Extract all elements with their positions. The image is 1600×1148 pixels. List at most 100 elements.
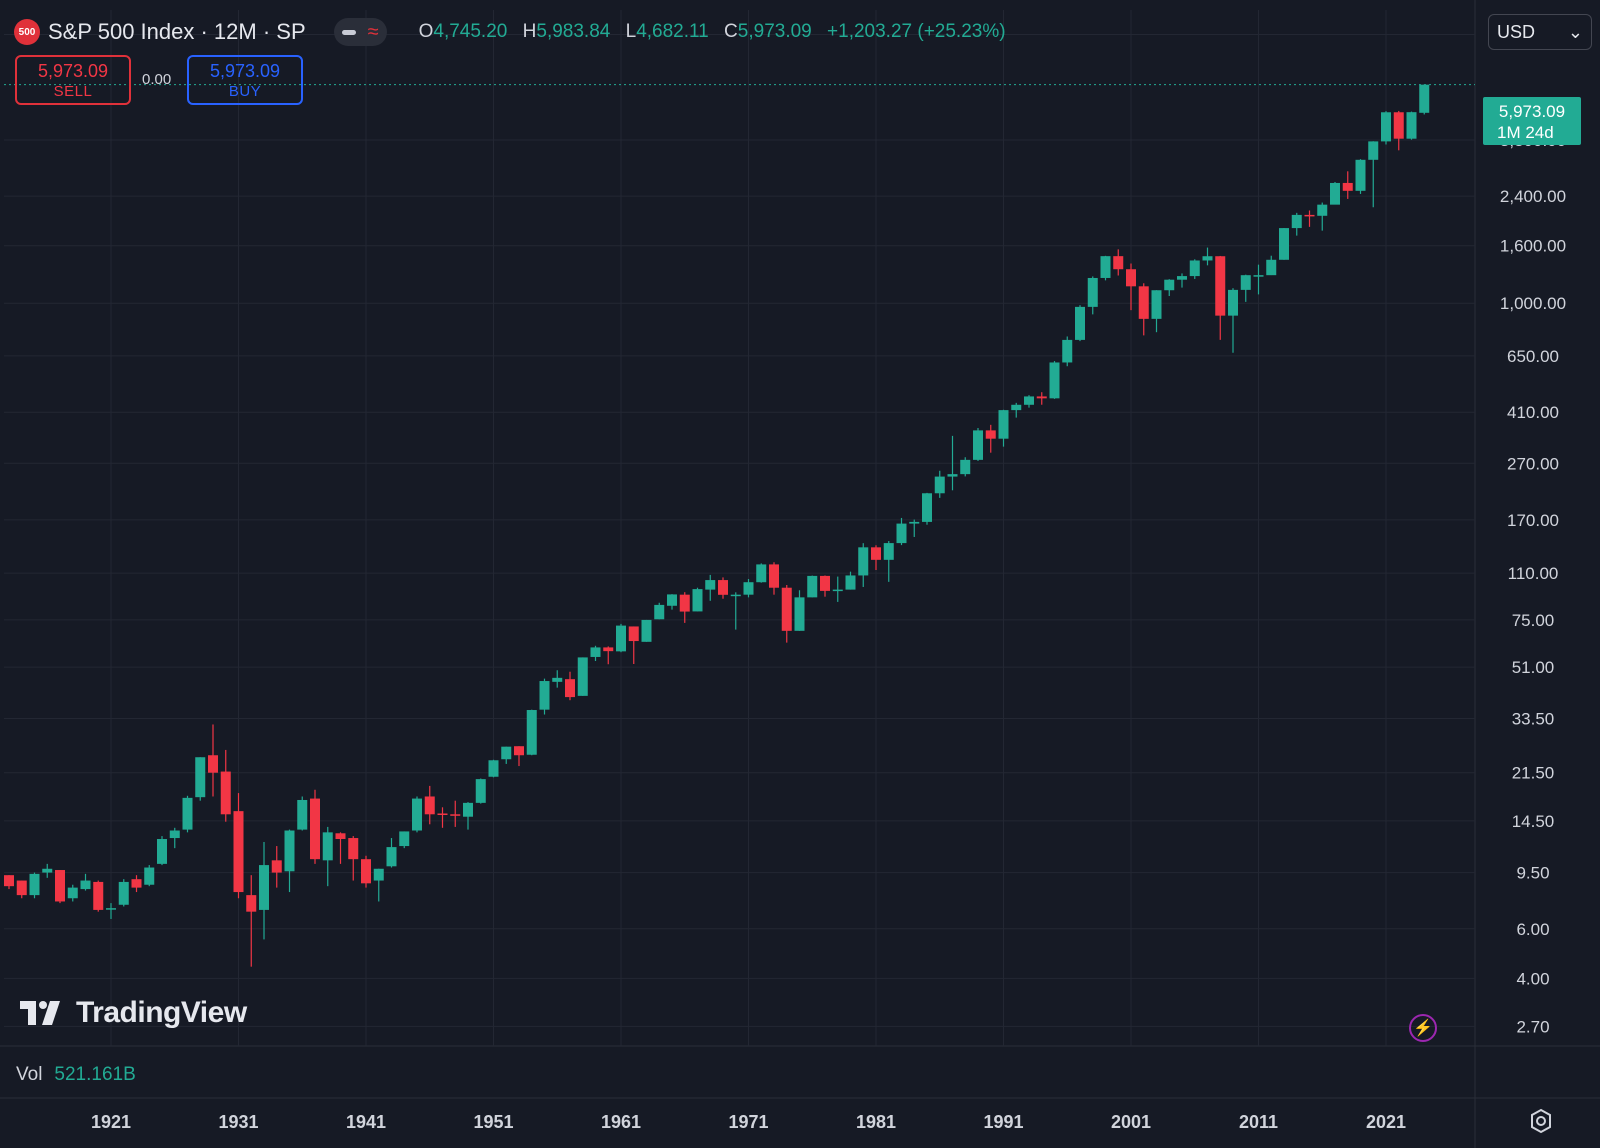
- candle[interactable]: [705, 574, 716, 601]
- candle[interactable]: [131, 875, 142, 893]
- candle[interactable]: [514, 746, 524, 767]
- candle[interactable]: [1215, 255, 1226, 340]
- candle[interactable]: [1138, 283, 1149, 336]
- candle[interactable]: [144, 865, 155, 887]
- candle[interactable]: [590, 645, 601, 662]
- candle[interactable]: [628, 626, 639, 665]
- candle[interactable]: [1075, 305, 1085, 342]
- candle[interactable]: [552, 670, 563, 688]
- candle[interactable]: [1189, 259, 1200, 279]
- lightning-icon[interactable]: ⚡: [1409, 1014, 1437, 1042]
- candle[interactable]: [1381, 111, 1391, 145]
- candle[interactable]: [80, 873, 91, 891]
- time-axis[interactable]: 1921 1931 1941 1951 1961 1971 1981 1991 2001 2011…: [91, 1112, 1406, 1132]
- candle[interactable]: [539, 678, 550, 715]
- candle[interactable]: [373, 868, 384, 902]
- candle[interactable]: [896, 517, 907, 546]
- candle[interactable]: [1126, 263, 1136, 311]
- candle[interactable]: [730, 592, 741, 630]
- candle[interactable]: [1087, 276, 1098, 315]
- candle[interactable]: [603, 646, 614, 665]
- candle[interactable]: [4, 875, 14, 890]
- candle[interactable]: [1062, 336, 1073, 367]
- candle[interactable]: [1151, 290, 1162, 333]
- candle[interactable]: [1393, 110, 1404, 151]
- candle[interactable]: [322, 826, 333, 887]
- candle[interactable]: [526, 709, 537, 756]
- candle[interactable]: [1100, 255, 1111, 281]
- candle[interactable]: [284, 829, 295, 893]
- candle[interactable]: [654, 602, 665, 620]
- candle[interactable]: [1355, 159, 1366, 194]
- candle[interactable]: [616, 623, 626, 653]
- candle[interactable]: [233, 793, 244, 899]
- candle[interactable]: [361, 855, 371, 888]
- candle[interactable]: [1419, 84, 1430, 115]
- price-axis[interactable]: 9,000.003,800.002,400.001,600.001,000.00…: [1500, 26, 1566, 1037]
- candle[interactable]: [679, 592, 690, 623]
- candle[interactable]: [220, 749, 231, 822]
- candle[interactable]: [1266, 255, 1277, 276]
- candle[interactable]: [450, 800, 461, 827]
- symbol-badge[interactable]: 500: [14, 19, 40, 45]
- candle[interactable]: [437, 807, 448, 828]
- candle[interactable]: [42, 863, 53, 878]
- candle[interactable]: [922, 492, 932, 525]
- candle[interactable]: [960, 457, 971, 477]
- candle[interactable]: [1304, 210, 1315, 227]
- candle[interactable]: [475, 778, 486, 804]
- candle[interactable]: [883, 541, 894, 582]
- candle[interactable]: [271, 846, 282, 888]
- candle[interactable]: [118, 879, 129, 907]
- candle[interactable]: [1202, 247, 1213, 266]
- candle[interactable]: [973, 427, 983, 461]
- candle[interactable]: [1279, 228, 1289, 260]
- candle[interactable]: [934, 470, 945, 498]
- candle[interactable]: [641, 619, 652, 642]
- candle[interactable]: [743, 579, 754, 598]
- candle[interactable]: [182, 795, 193, 833]
- candle[interactable]: [565, 671, 575, 701]
- candle[interactable]: [667, 594, 677, 610]
- candle[interactable]: [1113, 249, 1124, 276]
- volume-indicator[interactable]: Vol 521.161B: [16, 1064, 136, 1086]
- candle[interactable]: [106, 903, 116, 919]
- candle[interactable]: [1011, 402, 1022, 418]
- candle[interactable]: [1228, 288, 1238, 353]
- candle[interactable]: [399, 831, 410, 849]
- candle[interactable]: [297, 796, 308, 831]
- candle[interactable]: [386, 838, 397, 868]
- candle[interactable]: [1049, 361, 1060, 399]
- candle[interactable]: [1240, 274, 1251, 302]
- candle[interactable]: [845, 571, 856, 590]
- candle[interactable]: [1406, 111, 1417, 140]
- candle[interactable]: [820, 575, 830, 597]
- indicator-toggle[interactable]: ≈: [333, 18, 387, 46]
- settings-gear-icon[interactable]: [1528, 1108, 1554, 1134]
- candle[interactable]: [769, 562, 779, 595]
- candle[interactable]: [348, 836, 359, 881]
- candle[interactable]: [794, 590, 805, 631]
- candle[interactable]: [424, 785, 435, 825]
- candle[interactable]: [246, 875, 257, 967]
- candle[interactable]: [169, 827, 180, 849]
- candle[interactable]: [1164, 279, 1175, 296]
- wave-icon[interactable]: ≈: [367, 21, 379, 43]
- candle[interactable]: [195, 757, 206, 801]
- candle[interactable]: [412, 796, 422, 833]
- candle[interactable]: [208, 724, 218, 797]
- candle[interactable]: [93, 880, 104, 912]
- candle[interactable]: [832, 576, 843, 602]
- candle[interactable]: [501, 746, 512, 764]
- candle[interactable]: [488, 759, 499, 778]
- candle[interactable]: [1291, 212, 1302, 236]
- candle[interactable]: [858, 543, 869, 587]
- candle[interactable]: [259, 841, 269, 940]
- candle[interactable]: [871, 545, 881, 571]
- candle[interactable]: [756, 563, 767, 583]
- sell-button[interactable]: 5,973.09 SELL: [15, 55, 131, 105]
- candle[interactable]: [335, 832, 346, 864]
- symbol-title[interactable]: S&P 500 Index · 12M · SP: [48, 19, 306, 44]
- candle[interactable]: [1330, 181, 1340, 205]
